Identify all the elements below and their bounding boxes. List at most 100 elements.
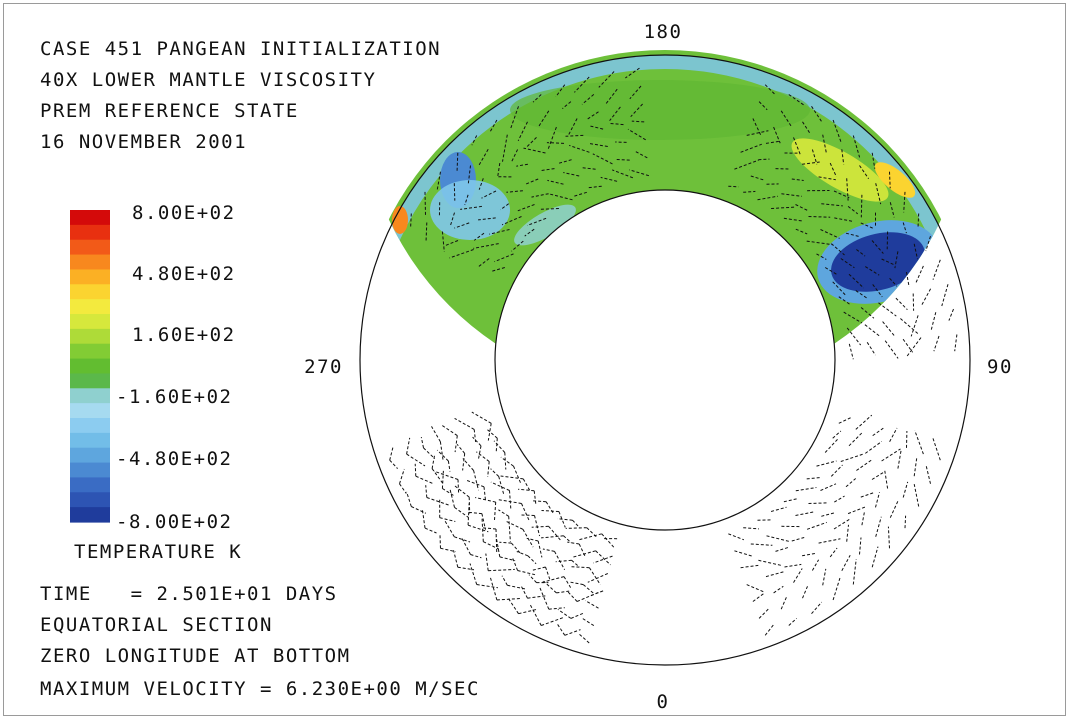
velocity-arrow bbox=[587, 111, 599, 120]
velocity-arrow bbox=[531, 193, 549, 198]
velocity-arrow bbox=[829, 162, 837, 178]
velocity-arrow bbox=[506, 520, 524, 530]
velocity-arrow bbox=[436, 449, 449, 462]
velocity-arrow bbox=[808, 502, 827, 504]
velocity-arrow bbox=[532, 94, 542, 103]
velocity-arrow bbox=[510, 106, 519, 129]
velocity-arrow bbox=[765, 571, 784, 578]
velocity-arrow bbox=[906, 272, 910, 287]
velocity-arrow bbox=[581, 617, 595, 627]
velocity-arrow bbox=[476, 584, 498, 589]
velocity-arrow bbox=[570, 612, 585, 619]
velocity-arrow bbox=[494, 253, 514, 263]
velocity-arrow bbox=[563, 535, 572, 544]
colorbar-swatch bbox=[70, 343, 110, 360]
velocity-arrow bbox=[547, 179, 564, 185]
velocity-arrow bbox=[473, 232, 485, 241]
velocity-arrow bbox=[600, 176, 618, 182]
velocity-arrow bbox=[454, 435, 458, 453]
velocity-arrow bbox=[941, 284, 949, 307]
velocity-arrow bbox=[563, 576, 572, 588]
velocity-arrow bbox=[467, 165, 471, 184]
velocity-arrow bbox=[481, 190, 497, 199]
velocity-arrow bbox=[743, 527, 760, 530]
footer-line: TIME = 2.501E+01 DAYS bbox=[40, 583, 338, 605]
velocity-arrow bbox=[516, 551, 529, 557]
figure-frame bbox=[3, 3, 1066, 716]
velocity-arrow bbox=[758, 608, 769, 619]
velocity-arrow bbox=[574, 76, 590, 93]
velocity-arrow bbox=[431, 455, 435, 469]
velocity-arrow bbox=[426, 497, 449, 506]
velocity-arrow bbox=[495, 438, 498, 453]
header-line: 40X LOWER MANTLE VISCOSITY bbox=[40, 69, 377, 91]
longitude-label-270: 270 bbox=[304, 356, 343, 378]
velocity-arrow bbox=[517, 570, 536, 576]
velocity-arrow bbox=[431, 426, 441, 442]
velocity-arrow bbox=[582, 584, 595, 595]
velocity-arrow bbox=[586, 185, 602, 189]
velocity-arrow bbox=[788, 618, 797, 626]
velocity-arrow bbox=[518, 488, 535, 492]
velocity-arrow bbox=[765, 140, 779, 144]
colorbar-tick-label: 4.80E+02 bbox=[132, 263, 236, 285]
velocity-arrow bbox=[469, 563, 478, 585]
velocity-arrow bbox=[481, 513, 486, 530]
velocity-arrow bbox=[887, 526, 890, 549]
colorbar-swatch bbox=[70, 403, 110, 419]
velocity-arrow bbox=[533, 490, 537, 505]
velocity-arrow bbox=[462, 453, 466, 471]
velocity-arrow bbox=[571, 559, 580, 568]
velocity-arrow bbox=[616, 159, 630, 161]
colorbar-swatch bbox=[70, 314, 110, 330]
velocity-arrow bbox=[501, 575, 508, 586]
velocity-arrow bbox=[848, 343, 854, 360]
velocity-arrow bbox=[590, 590, 604, 597]
velocity-arrow bbox=[902, 481, 909, 498]
velocity-arrow bbox=[449, 212, 455, 226]
velocity-arrow bbox=[833, 518, 851, 530]
velocity-arrow bbox=[467, 503, 470, 526]
colorbar-swatch bbox=[70, 239, 110, 256]
velocity-arrow bbox=[470, 554, 482, 559]
velocity-arrow bbox=[750, 543, 773, 546]
velocity-arrow bbox=[410, 213, 412, 228]
velocity-arrow bbox=[847, 506, 866, 515]
velocity-arrow bbox=[477, 149, 489, 167]
velocity-arrow bbox=[579, 633, 590, 644]
velocity-arrow bbox=[546, 142, 565, 144]
velocity-arrow bbox=[447, 460, 451, 472]
velocity-arrow bbox=[598, 71, 615, 88]
velocity-arrow bbox=[441, 231, 445, 252]
velocity-arrow bbox=[859, 537, 862, 555]
velocity-arrow bbox=[513, 465, 522, 485]
velocity-arrow bbox=[847, 206, 859, 215]
velocity-arrow bbox=[548, 193, 573, 201]
velocity-arrow bbox=[555, 559, 572, 563]
velocity-arrow bbox=[532, 500, 547, 503]
velocity-arrow bbox=[545, 566, 551, 582]
velocity-arrow bbox=[802, 586, 808, 599]
velocity-arrow bbox=[508, 598, 519, 614]
velocity-arrow bbox=[486, 429, 498, 439]
colorbar-swatch bbox=[70, 373, 110, 389]
mantle-annulus bbox=[359, 50, 971, 666]
velocity-arrow bbox=[528, 574, 537, 583]
velocity-arrow bbox=[487, 423, 492, 441]
velocity-arrow bbox=[421, 508, 426, 529]
velocity-arrow bbox=[521, 586, 528, 599]
velocity-arrow bbox=[472, 436, 482, 447]
velocity-arrow bbox=[884, 340, 899, 359]
velocity-arrow bbox=[820, 229, 840, 239]
velocity-arrow bbox=[494, 502, 497, 521]
velocity-arrow bbox=[746, 584, 765, 593]
velocity-arrow bbox=[567, 118, 578, 136]
velocity-arrow bbox=[498, 499, 522, 504]
colorbar-swatch bbox=[70, 254, 110, 271]
velocity-arrow bbox=[489, 119, 498, 132]
velocity-arrow bbox=[811, 149, 818, 165]
velocity-arrow bbox=[570, 581, 584, 586]
velocity-arrow bbox=[481, 517, 484, 542]
velocity-arrow bbox=[758, 158, 770, 161]
velocity-arrow bbox=[875, 183, 882, 205]
